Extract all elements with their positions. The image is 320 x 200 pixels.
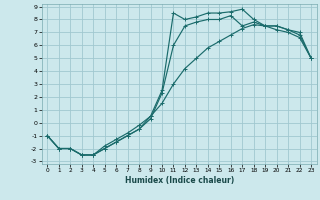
X-axis label: Humidex (Indice chaleur): Humidex (Indice chaleur) [124, 176, 234, 185]
